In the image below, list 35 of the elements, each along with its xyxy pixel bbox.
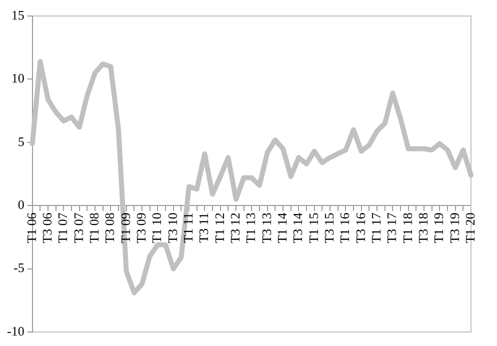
- x-tick-label: T3 15: [321, 212, 336, 244]
- x-tick-label: T3 14: [290, 212, 306, 244]
- x-tick-label: T1 17: [368, 212, 384, 244]
- x-tick-label: T1 08: [86, 212, 102, 244]
- x-tick-label: T1 13: [243, 212, 258, 244]
- x-tick-label: T3 16: [352, 212, 368, 244]
- x-tick-label: T1 06: [24, 212, 39, 244]
- y-tick-label: 0: [18, 197, 24, 212]
- y-tick-label: 5: [18, 134, 24, 149]
- y-tick-label: -5: [13, 260, 24, 276]
- x-tick-label: T1 10: [149, 212, 164, 244]
- x-tick-label: T3 07: [70, 212, 86, 244]
- x-tick-label: T1 20: [462, 212, 478, 244]
- x-tick-label: T1 07: [55, 212, 70, 244]
- y-tick-label: 10: [11, 70, 24, 86]
- x-tick-label: T1 11: [180, 212, 196, 243]
- x-tick-label: T1 18: [400, 212, 415, 244]
- x-tick-label: T3 18: [415, 212, 430, 244]
- x-tick-label: T3 13: [258, 212, 274, 244]
- x-tick-label: T3 06: [39, 212, 54, 244]
- x-tick-label: T3 11: [196, 212, 212, 243]
- y-tick-label: 15: [11, 7, 24, 22]
- x-tick-label: T3 12: [227, 212, 242, 244]
- x-tick-label: T3 10: [164, 212, 180, 244]
- x-tick-label: T3 09: [133, 212, 148, 244]
- x-tick-label: T3 08: [102, 212, 118, 244]
- x-tick-label: T1 14: [274, 212, 290, 244]
- x-tick-label: T1 15: [306, 212, 321, 244]
- x-tick-label: T3 19: [446, 212, 462, 244]
- y-tick-label: -10: [6, 323, 24, 338]
- x-tick-label: T1 19: [431, 212, 446, 244]
- x-tick-label: T1 16: [337, 212, 352, 244]
- x-tick-label: T1 09: [118, 212, 133, 244]
- x-tick-label: T1 12: [212, 212, 227, 244]
- x-tick-label: T3 17: [384, 212, 400, 244]
